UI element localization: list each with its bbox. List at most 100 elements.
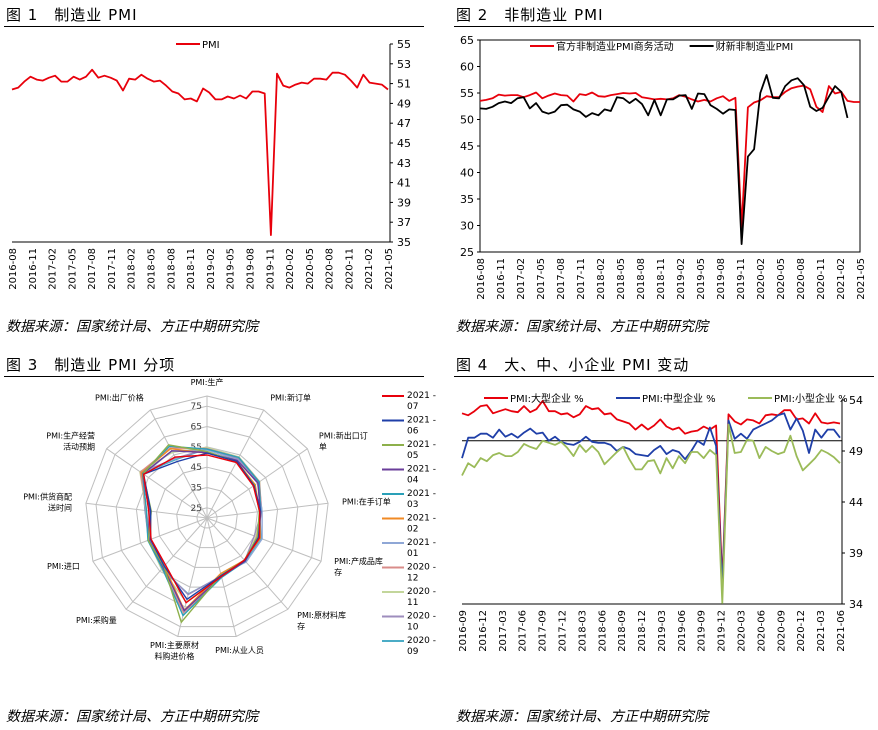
chart1-x-tick-label: 2020-05 — [305, 248, 316, 290]
chart2-x-tick-label: 2019-02 — [676, 258, 687, 300]
chart1-series-line-1 — [11, 68, 389, 237]
chart4-y-tick-label: 34 — [849, 598, 863, 611]
chart4-source: 数据来源：国家统计局、方正中期研究院 — [456, 709, 708, 725]
chart3-spoke — [206, 517, 322, 562]
chart3-legend-label-3: 2021 - — [407, 440, 436, 450]
chart3-legend-label-6-month: 02 — [407, 525, 418, 535]
chart2-x-tick-label: 2021-05 — [856, 258, 867, 300]
chart3-spoke — [206, 517, 289, 610]
chart2-x-tick-label: 2016-11 — [496, 258, 507, 300]
chart2-x-tick-label: 2020-02 — [756, 258, 767, 300]
chart1-y-tick-label: 49 — [397, 97, 411, 110]
chart4-series-line-1 — [461, 400, 841, 584]
chart1-y-tick-label: 47 — [397, 117, 411, 130]
chart2-x-tick-label: 2021-02 — [836, 258, 847, 300]
chart3-legend-label-4: 2021 - — [407, 465, 436, 475]
chart3-legend-label-1-month: 07 — [407, 402, 418, 412]
chart1-y-tick-label: 51 — [397, 78, 411, 91]
chart2-y-tick-label: 25 — [460, 246, 474, 259]
chart3-legend-label-4-month: 04 — [407, 476, 419, 486]
chart2-series-line-1 — [479, 84, 860, 229]
chart1-y-tick-label: 39 — [397, 196, 411, 209]
chart3-grid-ring — [196, 507, 218, 529]
chart3-axis-label: PMI:新出口订单 — [319, 431, 368, 452]
chart3-spoke — [125, 517, 208, 610]
chart1-source: 数据来源：国家统计局、方正中期研究院 — [6, 319, 258, 335]
chart3-axis-label: PMI:在手订单 — [342, 497, 391, 507]
chart1-y-tick-label: 45 — [397, 137, 411, 150]
chart3-legend-label-10: 2020 - — [407, 612, 436, 622]
chart1-x-tick-label: 2021-05 — [384, 248, 395, 290]
chart3-grid-ring — [85, 395, 329, 637]
chart3-axis-label: PMI:供货商配送时间 — [23, 492, 72, 513]
chart3-spoke — [206, 409, 265, 519]
chart2-x-tick-label: 2016-08 — [476, 258, 487, 300]
chart3-ring-label: 65 — [191, 423, 202, 433]
chart3-legend-label-11: 2020 - — [407, 636, 436, 646]
chart1-x-tick-label: 2020-02 — [285, 248, 296, 290]
chart4-title: 图 4 大、中、小企业 PMI 变动 — [456, 356, 690, 374]
chart4-y-tick-label: 54 — [849, 394, 863, 407]
chart4-y-tick-label: 39 — [849, 547, 863, 560]
chart1-x-tick-label: 2020-11 — [344, 248, 355, 290]
chart2-x-tick-label: 2018-08 — [636, 258, 647, 300]
chart3-ring-label: 45 — [191, 463, 202, 473]
chart3-grid-ring — [155, 466, 259, 568]
chart2-title-rule — [454, 26, 874, 27]
chart4-x-tick-label: 2019-03 — [657, 610, 668, 652]
chart4-x-tick-label: 2016-09 — [458, 610, 469, 652]
chart3-legend-label-8-month: 12 — [407, 574, 418, 584]
chart2-legend-label-1: 官方非制造业PMI商务活动 — [556, 40, 674, 53]
chart3-ring-label: 25 — [191, 504, 202, 514]
chart2-title: 图 2 非制造业 PMI — [456, 6, 604, 24]
chart2-x-tick-label: 2019-11 — [736, 258, 747, 300]
chart3-legend-label-5: 2021 - — [407, 489, 436, 499]
chart1-title-rule — [4, 26, 424, 27]
chart1-x-tick-label: 2018-08 — [166, 248, 177, 290]
chart4-x-tick-label: 2017-09 — [538, 610, 549, 652]
chart3-spoke — [149, 409, 208, 519]
chart3-legend-label-10-month: 10 — [407, 623, 419, 633]
chart3-spoke — [177, 517, 208, 637]
chart3-legend-label-2-month: 06 — [407, 427, 419, 437]
chart1-x-tick-label: 2017-08 — [87, 248, 98, 290]
chart4-y-tick-label: 49 — [849, 445, 863, 458]
chart4-x-tick-label: 2018-06 — [597, 610, 608, 652]
chart3-legend-label-6: 2021 - — [407, 514, 436, 524]
chart4-x-tick-label: 2018-12 — [637, 610, 648, 652]
chart3-ring-label: 35 — [191, 484, 202, 494]
chart4-x-tick-label: 2019-06 — [677, 610, 688, 652]
chart2-x-tick-label: 2017-08 — [556, 258, 567, 300]
chart3-axis-label: PMI:出厂价格 — [95, 393, 144, 403]
chart3-axis-label: PMI:主要原材料购进价格 — [150, 640, 199, 661]
chart3-grid-ring — [115, 425, 299, 608]
chart1-y-tick-label: 55 — [397, 38, 411, 51]
chart3-legend-label-1: 2021 - — [407, 391, 436, 401]
chart1-y-tick-label: 41 — [397, 177, 411, 190]
chart3-grid-ring — [176, 486, 238, 549]
chart3-plot: 253545556575PMI:生产PMI:新订单PMI:新出口订单PMI:在手… — [23, 378, 436, 661]
chart1-plot: 55 53 51 49 47 45 43 41 39 37 35 2016-08 2016-11 2017… — [8, 38, 411, 290]
chart3-legend-label-3-month: 05 — [407, 451, 418, 461]
chart1-legend-label-1: PMI — [202, 40, 220, 51]
chart2-series-line-2 — [479, 74, 849, 246]
chart2-x-tick-label: 2018-05 — [616, 258, 627, 300]
chart4-y-tick-label: 44 — [849, 496, 863, 509]
chart4-legend-label-2: PMI:中型企业 % — [642, 392, 716, 405]
chart1-x-tick-label: 2019-08 — [245, 248, 256, 290]
chart1-x-tick-label: 2017-05 — [67, 248, 78, 290]
chart2-x-tick-label: 2017-05 — [536, 258, 547, 300]
chart2-y-tick-label: 45 — [460, 140, 474, 153]
chart2-y-tick-label: 60 — [460, 61, 474, 74]
chart4-x-tick-label: 2020-12 — [796, 610, 807, 652]
chart2-x-tick-label: 2020-08 — [796, 258, 807, 300]
chart3-axis-label: PMI:原材料库存 — [297, 610, 346, 631]
chart3-legend-label-9-month: 11 — [407, 598, 418, 608]
chart2-source: 数据来源：国家统计局、方正中期研究院 — [456, 319, 708, 335]
chart4-series-line-2 — [461, 412, 841, 590]
chart1-x-tick-label: 2018-05 — [147, 248, 158, 290]
chart4-title-rule — [454, 376, 874, 377]
chart2-x-tick-label: 2017-02 — [516, 258, 527, 300]
chart2-x-tick-label: 2018-02 — [596, 258, 607, 300]
